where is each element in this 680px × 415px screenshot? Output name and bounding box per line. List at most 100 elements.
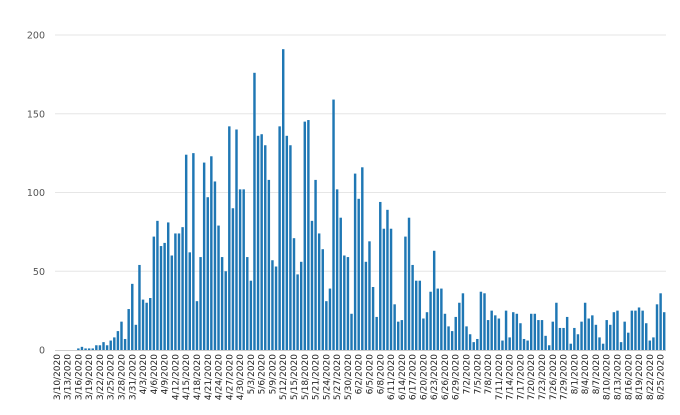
bar <box>605 320 608 350</box>
x-tick-label: 5/18/2020 <box>301 354 311 400</box>
bar <box>447 326 450 351</box>
bar <box>551 321 554 350</box>
bar <box>91 348 94 350</box>
bar <box>84 348 87 350</box>
x-tick-label: 4/3/2020 <box>139 354 149 395</box>
bar <box>393 304 396 350</box>
bar <box>149 298 152 350</box>
bar <box>325 301 328 350</box>
x-tick-label: 7/2/2020 <box>463 354 473 395</box>
x-tick-label: 6/11/2020 <box>387 354 397 400</box>
bar <box>458 302 461 350</box>
x-tick-label: 7/14/2020 <box>506 354 516 400</box>
x-tick-label: 4/30/2020 <box>236 354 246 400</box>
bar <box>414 280 418 350</box>
bar <box>645 323 648 350</box>
x-tick-label: 6/20/2020 <box>419 354 429 400</box>
bar <box>206 197 209 350</box>
bar <box>494 315 497 350</box>
bar <box>547 345 551 350</box>
x-tick-label: 6/26/2020 <box>441 354 451 400</box>
bar <box>450 331 454 350</box>
bar <box>166 222 170 350</box>
bar <box>314 179 317 350</box>
bar <box>188 252 191 350</box>
bar <box>440 288 443 350</box>
bar <box>231 208 235 350</box>
x-tick-label: 4/21/2020 <box>204 354 214 400</box>
bar <box>386 209 389 350</box>
x-tick-label: 4/9/2020 <box>161 354 171 395</box>
bar <box>310 220 314 350</box>
bar <box>213 181 217 350</box>
bar <box>594 324 598 350</box>
bar <box>141 299 145 350</box>
bar <box>80 346 84 350</box>
bar <box>87 348 91 350</box>
bar <box>246 257 249 350</box>
bar <box>515 313 519 350</box>
bar <box>113 337 116 350</box>
bar <box>350 313 353 350</box>
bar <box>299 261 303 350</box>
x-tick-label: 5/27/2020 <box>333 354 343 400</box>
bar <box>382 228 386 350</box>
bar <box>156 220 159 350</box>
x-tick-label: 5/30/2020 <box>344 354 354 400</box>
bar <box>533 313 537 350</box>
x-tick-label: 8/1/2020 <box>570 354 580 395</box>
x-tick-label: 3/16/2020 <box>74 354 84 400</box>
x-tick-label: 7/23/2020 <box>538 354 548 400</box>
bar <box>170 255 174 350</box>
bar <box>432 250 436 350</box>
bar <box>508 337 511 350</box>
bar <box>580 321 583 350</box>
bar <box>616 310 619 351</box>
bar <box>163 242 166 350</box>
bar <box>202 162 206 350</box>
bar <box>497 318 501 350</box>
bar <box>623 321 626 350</box>
bar <box>619 342 623 351</box>
x-tick-label: 5/3/2020 <box>247 354 257 395</box>
x-tick-label: 6/17/2020 <box>409 354 419 400</box>
bar <box>120 321 123 350</box>
bar <box>332 99 335 350</box>
x-tick-label: 8/7/2020 <box>592 354 602 395</box>
bar <box>364 261 368 350</box>
bar <box>504 310 508 351</box>
x-tick-label: 8/22/2020 <box>646 354 656 400</box>
bar <box>371 287 375 350</box>
bar <box>375 316 378 350</box>
bar <box>573 327 576 350</box>
bar <box>357 198 360 350</box>
bar <box>339 217 342 350</box>
y-axis-ticks: 0 50 100 150 200 <box>27 31 45 357</box>
bar <box>242 189 245 350</box>
bar <box>195 301 199 350</box>
y-tick-label: 50 <box>33 267 45 278</box>
x-tick-label: 5/12/2020 <box>279 354 289 400</box>
x-tick-label: 7/11/2020 <box>495 354 505 400</box>
bar <box>655 304 659 350</box>
bar <box>109 340 112 350</box>
bar <box>138 264 141 350</box>
bar <box>648 340 652 350</box>
bar <box>184 154 188 350</box>
x-tick-label: 8/16/2020 <box>624 354 634 400</box>
x-axis-ticks: 3/10/2020 3/13/2020 3/16/2020 3/19/2020 3/22… <box>53 354 667 400</box>
bar <box>472 342 475 351</box>
bar <box>598 337 601 350</box>
bar <box>224 271 227 350</box>
bar <box>652 337 655 350</box>
bar <box>321 249 324 350</box>
x-tick-label: 8/19/2020 <box>635 354 645 400</box>
bar <box>530 313 533 350</box>
bar <box>407 217 411 350</box>
bar <box>199 257 202 350</box>
bar <box>555 302 558 350</box>
x-tick-label: 3/10/2020 <box>53 354 63 400</box>
bar <box>303 121 307 351</box>
x-tick-label: 4/18/2020 <box>193 354 203 400</box>
